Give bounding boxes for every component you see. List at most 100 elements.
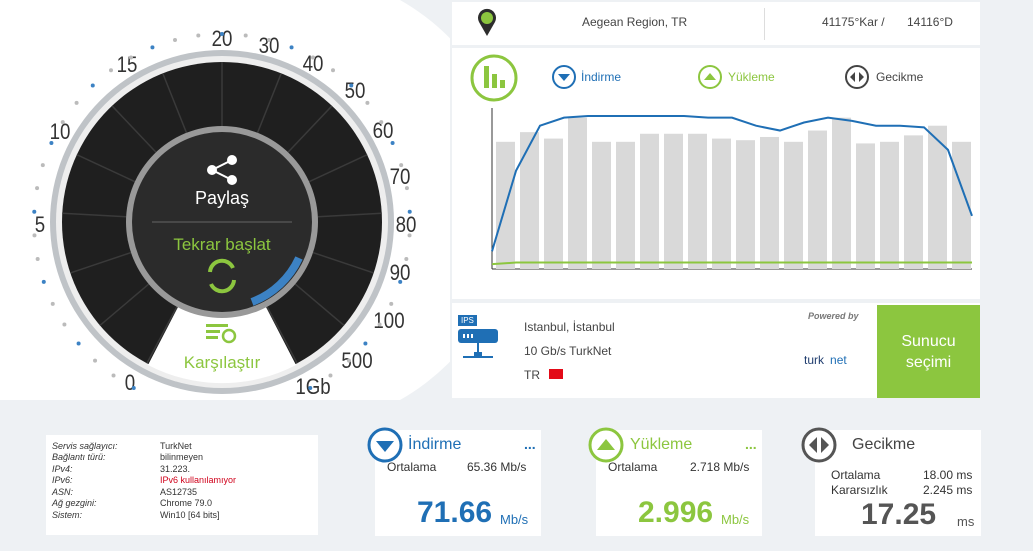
bar (520, 132, 539, 269)
info-panel: Servis sağlayıcı: TurkNet Bağlantı türü: bi… (46, 435, 318, 535)
download-card: Ortalama 65.36 Mb/s 71.66 Mb/s (375, 430, 541, 536)
dot (389, 301, 394, 306)
dot (377, 322, 382, 327)
dot (328, 373, 333, 378)
bar (664, 133, 683, 269)
avg: 2.718 Mb/s (690, 460, 750, 474)
info-label: Bağlantı türü: (52, 452, 106, 463)
download-line (491, 115, 973, 252)
dot (108, 68, 113, 73)
server-panel: IPS Istanbul, İstanbul 10 Gb/s TurkNet T… (452, 303, 980, 398)
location-bar: Aegean Region, TR 41175°Kar / 14116°D (452, 2, 980, 45)
dot (131, 385, 136, 390)
gauge-label: 70 (390, 166, 411, 190)
restart[interactable]: Tekrar başlat (173, 235, 271, 254)
dot (74, 100, 79, 105)
dot (404, 256, 409, 261)
gauge-label: 500 (341, 350, 372, 374)
lat: 41175°Kar / (822, 15, 885, 29)
dot (60, 120, 65, 125)
pin-icon (478, 8, 496, 36)
dot (311, 55, 316, 60)
upload-icon (588, 427, 624, 463)
latency-title: Gecikme (852, 436, 916, 453)
segment (317, 212, 382, 218)
more[interactable]: ... (524, 436, 536, 452)
info-value: AS12735 (160, 486, 198, 497)
legend-latency[interactable]: Gecikme (876, 70, 924, 84)
avg-label: Ortalama (608, 460, 658, 474)
region: Aegean Region, TR (582, 15, 688, 29)
more[interactable]: ... (745, 436, 757, 452)
unit: ms (957, 514, 975, 529)
dot (173, 37, 178, 42)
dot (50, 301, 55, 306)
server-select-button[interactable]: Sunucu seçimi (877, 305, 980, 398)
bar (784, 141, 803, 269)
dot (32, 233, 37, 238)
segment (266, 306, 298, 364)
dot (41, 279, 46, 284)
powered-by: Powered by (808, 311, 859, 321)
gauge-label: 40 (303, 53, 324, 77)
jitter: 2.245 ms (923, 483, 973, 497)
segment (308, 154, 368, 183)
segment (312, 251, 374, 274)
logo-b: net (830, 353, 847, 367)
gauge: Paylaş Tekrar başlat Karşılaştır 0 5 10 15 2… (0, 0, 450, 400)
compare[interactable]: Karşılaştır (184, 353, 261, 372)
legend-download[interactable]: İndirme (581, 70, 621, 84)
bar (544, 138, 563, 269)
dot (407, 233, 412, 238)
avg: 18.00 ms (923, 468, 973, 482)
latency-card: Ortalama 18.00 ms Kararsızlık 2.245 ms 1… (815, 430, 981, 536)
ips-badge: IPS (458, 315, 477, 326)
dot (93, 358, 98, 363)
bar (640, 133, 659, 269)
avg: 65.36 Mb/s (467, 460, 527, 474)
info-value: Chrome 79.0 (160, 498, 213, 509)
graph: İndirme Yükleme Gecikme (470, 54, 973, 270)
country: TR (524, 368, 540, 382)
bar (856, 143, 875, 269)
dot (398, 279, 403, 284)
dot (40, 163, 45, 168)
dot (390, 140, 395, 145)
dot (150, 45, 155, 50)
dot (76, 341, 81, 346)
gauge-label: 5 (35, 214, 45, 238)
dot (289, 45, 294, 50)
info-value: IPv6 kullanılamıyor (160, 475, 237, 486)
dot (404, 186, 409, 191)
info-label: Ağ gezgini: (52, 498, 97, 509)
gauge-label: 90 (390, 262, 411, 286)
share-icon (207, 155, 237, 185)
dot (62, 322, 67, 327)
info-label: Servis sağlayıcı: (52, 440, 118, 451)
share[interactable]: Paylaş (195, 188, 249, 208)
segment (146, 306, 178, 364)
dot (111, 373, 116, 378)
gauge-label: 10 (50, 121, 71, 145)
bar (592, 141, 611, 269)
legend-upload[interactable]: Yükleme (728, 70, 775, 84)
jitter-label: Kararsızlık (831, 483, 888, 497)
dot (220, 32, 224, 36)
latency-icon (801, 427, 837, 463)
logo-a: turk (804, 353, 825, 367)
upload-card: Ortalama 2.718 Mb/s 2.996 Mb/s (596, 430, 762, 536)
gauge-label: 30 (259, 35, 280, 59)
info-value: bilinmeyen (160, 452, 204, 463)
dot (243, 33, 248, 38)
info-label: IPv6: (52, 475, 73, 486)
segment (111, 105, 157, 153)
avg-label: Ortalama (831, 468, 881, 482)
info-value: TurkNet (160, 440, 192, 451)
unit: Mb/s (500, 512, 529, 527)
dot (365, 100, 370, 105)
server-icon (458, 329, 498, 358)
dot (331, 68, 336, 73)
avg-label: Ortalama (387, 460, 437, 474)
bar (568, 117, 587, 269)
